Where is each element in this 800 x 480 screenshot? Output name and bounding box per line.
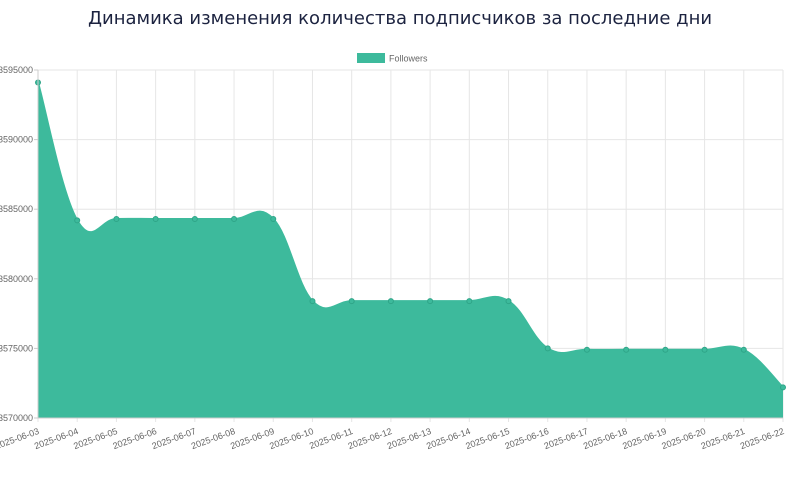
legend-label[interactable]: Followers xyxy=(389,54,428,64)
y-tick-label: 3575000 xyxy=(0,343,33,353)
x-axis: 2025-06-032025-06-042025-06-052025-06-06… xyxy=(0,417,786,451)
data-point xyxy=(387,298,394,305)
legend[interactable]: Followers xyxy=(357,53,428,64)
chart-title: Динамика изменения количества подписчико… xyxy=(87,8,713,29)
x-tick-label: 2025-06-12 xyxy=(347,426,394,451)
data-point xyxy=(152,215,159,222)
data-point xyxy=(427,298,434,305)
legend-swatch[interactable] xyxy=(357,53,385,63)
x-tick-label: 2025-06-20 xyxy=(660,426,707,451)
data-point xyxy=(191,215,198,222)
y-tick-label: 3595000 xyxy=(0,65,33,75)
x-tick-label: 2025-06-18 xyxy=(582,426,629,451)
x-tick-label: 2025-06-11 xyxy=(308,426,354,451)
x-tick-label: 2025-06-13 xyxy=(386,426,433,451)
x-tick-label: 2025-06-10 xyxy=(268,426,315,451)
data-point xyxy=(583,346,590,353)
x-tick-label: 2025-06-07 xyxy=(151,426,198,451)
data-point xyxy=(701,346,708,353)
x-tick-label: 2025-06-06 xyxy=(111,426,158,451)
data-point xyxy=(74,217,81,224)
followers-area xyxy=(38,82,783,418)
x-tick-label: 2025-06-15 xyxy=(464,426,511,451)
y-tick-label: 3590000 xyxy=(0,135,33,145)
x-tick-label: 2025-06-22 xyxy=(739,426,786,451)
data-point xyxy=(309,298,316,305)
data-point xyxy=(544,345,551,352)
x-tick-label: 2025-06-08 xyxy=(190,426,237,451)
data-point xyxy=(348,298,355,305)
x-tick-label: 2025-06-05 xyxy=(72,426,119,451)
y-tick-label: 3580000 xyxy=(0,274,33,284)
data-point xyxy=(113,215,120,222)
x-tick-label: 2025-06-04 xyxy=(33,426,80,451)
x-tick-label: 2025-06-17 xyxy=(543,426,590,451)
area-layer xyxy=(37,82,784,418)
data-point xyxy=(740,346,747,353)
data-point xyxy=(623,346,630,353)
y-tick-label: 3570000 xyxy=(0,413,33,423)
x-tick-label: 2025-06-14 xyxy=(425,426,472,451)
data-point xyxy=(466,298,473,305)
x-tick-label: 2025-06-21 xyxy=(700,426,747,451)
data-point xyxy=(780,384,786,391)
x-tick-label: 2025-06-16 xyxy=(503,426,550,451)
y-tick-label: 3585000 xyxy=(0,204,33,214)
data-point xyxy=(662,346,669,353)
data-point xyxy=(505,298,512,305)
x-tick-label: 2025-06-09 xyxy=(229,426,276,451)
data-point xyxy=(231,215,238,222)
data-point xyxy=(270,215,277,222)
data-points xyxy=(35,79,786,391)
y-axis: 3570000 3575000 3580000 3585000 3590000 35950… xyxy=(0,65,39,423)
x-tick-label: 2025-06-19 xyxy=(621,426,668,451)
